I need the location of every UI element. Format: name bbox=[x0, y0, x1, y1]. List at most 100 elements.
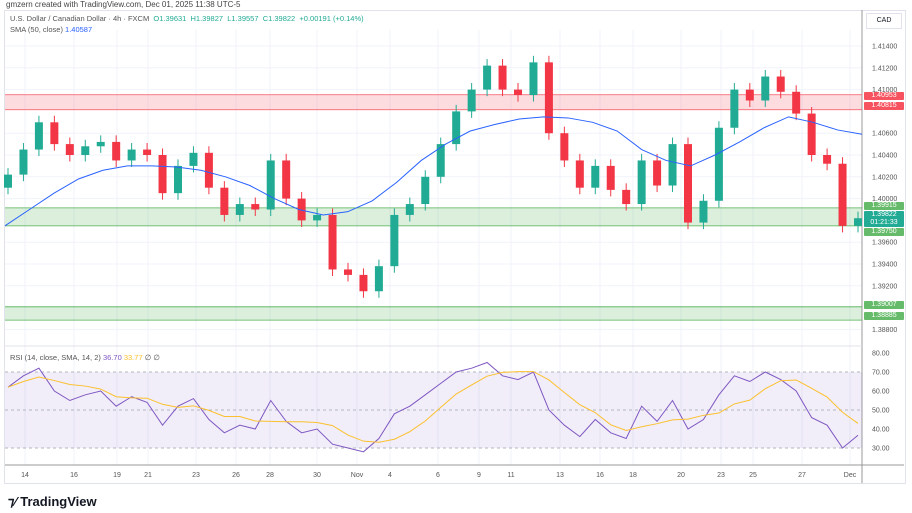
x-tick-label: 16 bbox=[596, 472, 604, 479]
open-value: O1.39631 bbox=[153, 14, 187, 23]
candle-body bbox=[467, 89, 476, 112]
support-zone bbox=[5, 306, 862, 321]
candle-body bbox=[575, 160, 584, 188]
candle-body bbox=[96, 141, 105, 147]
y-tick-label: 1.38800 bbox=[872, 327, 897, 334]
candle-body bbox=[436, 144, 445, 177]
candle-body bbox=[112, 141, 121, 161]
rsi-tick-label: 80.00 bbox=[872, 351, 890, 358]
high-value: H1.39827 bbox=[190, 14, 224, 23]
candle-body bbox=[4, 174, 12, 188]
candle-body bbox=[668, 144, 677, 186]
candle-body bbox=[792, 91, 801, 114]
candle-body bbox=[405, 204, 414, 215]
candle-body bbox=[50, 122, 59, 145]
x-tick-label: Dec bbox=[844, 472, 857, 479]
current-price: 1.39822 bbox=[871, 211, 897, 218]
price-label-sup-bottom: 1.39750 bbox=[864, 228, 904, 236]
candle-body bbox=[34, 122, 43, 150]
candle-body bbox=[684, 144, 692, 223]
candle-body bbox=[189, 152, 198, 166]
chart-frame bbox=[4, 10, 906, 484]
candle-body bbox=[838, 163, 847, 226]
candle-body bbox=[359, 274, 368, 292]
currency-button[interactable]: CAD bbox=[866, 13, 902, 29]
x-tick-label: 26 bbox=[232, 472, 240, 479]
candle-body bbox=[452, 111, 461, 145]
candle-body bbox=[544, 62, 553, 134]
price-label-sup2-top: 1.39007 bbox=[864, 301, 904, 309]
x-tick-label: 16 bbox=[70, 472, 78, 479]
y-tick-label: 1.39200 bbox=[872, 283, 897, 290]
x-tick-label: 9 bbox=[477, 472, 481, 479]
x-tick-label: 23 bbox=[192, 472, 200, 479]
y-tick-label: 1.41400 bbox=[872, 44, 897, 51]
logo-icon: ⁊⁄ bbox=[8, 494, 17, 509]
y-tick-label: 1.39400 bbox=[872, 262, 897, 269]
candle-body bbox=[483, 65, 492, 90]
y-tick-label: 1.40600 bbox=[872, 131, 897, 138]
rsi-sma-line bbox=[7, 371, 859, 443]
candle-body bbox=[823, 155, 832, 164]
support-zone bbox=[5, 207, 862, 226]
x-tick-label: 13 bbox=[556, 472, 564, 479]
candle-body bbox=[637, 160, 646, 205]
current-price-label: 1.39822 01:21:33 bbox=[864, 211, 904, 227]
change-value: +0.00191 (+0.14%) bbox=[299, 14, 364, 23]
candle-body bbox=[745, 89, 754, 101]
candle-body bbox=[143, 149, 152, 155]
y-tick-label: 1.39600 bbox=[872, 240, 897, 247]
sma-label: SMA (50, close) bbox=[10, 25, 63, 34]
symbol-legend: U.S. Dollar / Canadian Dollar · 4h · FXC… bbox=[10, 14, 364, 23]
candle-body bbox=[560, 133, 569, 161]
rsi-extra: ∅ ∅ bbox=[144, 353, 160, 362]
candle-body bbox=[714, 127, 723, 201]
x-tick-label: 11 bbox=[507, 472, 514, 479]
rsi-tick-label: 70.00 bbox=[872, 370, 890, 377]
candle-body bbox=[313, 214, 322, 221]
candle-body bbox=[282, 160, 291, 199]
sma-line bbox=[4, 116, 863, 227]
rsi-value: 36.70 bbox=[102, 353, 122, 362]
x-tick-label: 19 bbox=[113, 472, 121, 479]
rsi-tick-label: 50.00 bbox=[872, 408, 890, 415]
x-tick-label: 27 bbox=[798, 472, 806, 479]
candle-body bbox=[297, 198, 306, 221]
rsi-legend[interactable]: RSI (14, close, SMA, 14, 2) 36.70 33.77 … bbox=[10, 353, 160, 362]
candle-body bbox=[204, 152, 213, 188]
candle-body bbox=[328, 214, 337, 270]
candle-body bbox=[730, 89, 739, 128]
y-tick-label: 1.41200 bbox=[872, 65, 897, 72]
candle-body bbox=[235, 204, 244, 215]
price-label-res-top: 1.40953 bbox=[864, 92, 904, 100]
x-tick-label: 28 bbox=[266, 472, 274, 479]
candle-body bbox=[807, 113, 816, 155]
x-tick-label: 20 bbox=[677, 472, 685, 479]
rsi-line bbox=[7, 361, 859, 453]
x-tick-label: 14 bbox=[21, 472, 29, 479]
rsi-tick-label: 60.00 bbox=[872, 389, 890, 396]
candle-body bbox=[606, 165, 615, 190]
candle-body bbox=[127, 149, 136, 161]
tradingview-logo[interactable]: ⁊⁄ TradingView bbox=[8, 494, 97, 510]
sma-legend[interactable]: SMA (50, close) 1.40587 bbox=[10, 25, 92, 34]
candle-body bbox=[699, 200, 708, 223]
candle-body bbox=[776, 76, 785, 92]
candle-body bbox=[854, 218, 862, 226]
candle-body bbox=[266, 160, 275, 210]
candle-body bbox=[65, 144, 74, 155]
candle-body bbox=[514, 89, 522, 96]
sma-value: 1.40587 bbox=[65, 25, 93, 34]
price-label-sup-top: 1.39915 bbox=[864, 202, 904, 210]
y-tick-label: 1.40200 bbox=[872, 174, 897, 181]
credit-text: gmzern created with TradingView.com, Dec… bbox=[6, 0, 241, 9]
y-tick-label: 1.40400 bbox=[872, 153, 897, 160]
rsi-tick-label: 40.00 bbox=[872, 427, 890, 434]
price-label-sup2-bottom: 1.38885 bbox=[864, 312, 904, 320]
symbol-title[interactable]: U.S. Dollar / Canadian Dollar · 4h · FXC… bbox=[10, 14, 150, 23]
candle-body bbox=[251, 204, 260, 210]
candle-body bbox=[344, 269, 352, 275]
x-tick-label: 30 bbox=[313, 472, 321, 479]
x-tick-label: 18 bbox=[629, 472, 637, 479]
